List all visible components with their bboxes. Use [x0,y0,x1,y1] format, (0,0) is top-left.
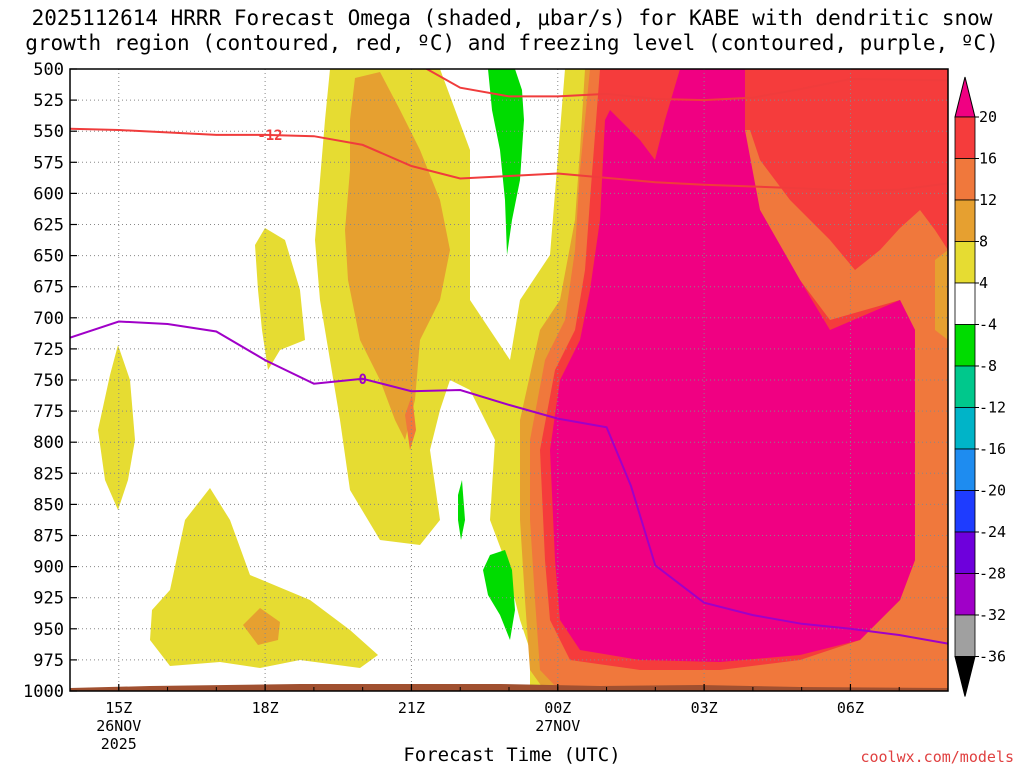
colorbar-label: 16 [979,150,997,168]
omega-area [150,488,378,668]
x-tick-label: 21Z [398,699,425,717]
colorbar-bin [954,365,976,408]
y-tick-label: 650 [33,247,64,267]
y-tick-label: 700 [33,309,64,329]
colorbar-label: -32 [979,606,1006,624]
colorbar-bin [954,573,976,616]
contour-lines: -12 0 [70,69,948,645]
omega-shading [70,69,948,691]
colorbar-bin [954,448,976,491]
omega-area [243,608,280,645]
x-axis-label: Forecast Time (UTC) [403,744,621,766]
x-tick-label: 15Z [105,699,132,717]
colorbar-label: -24 [979,523,1006,541]
colorbar-label: -16 [979,440,1006,458]
y-tick-label: 825 [33,464,64,484]
chart-title: 2025112614 HRRR Forecast Omega (shaded, … [0,6,1024,56]
contour-label: -12 [257,128,282,144]
x-tick-sublabel: 2025 [101,735,137,753]
omega-area [483,550,515,640]
colorbar-bin [954,241,976,284]
y-tick-label: 925 [33,589,64,609]
x-tick-label: 03Z [691,699,718,717]
y-tick-label: 575 [33,153,64,173]
x-tick-label: 18Z [252,699,279,717]
credit-text: coolwx.com/models [860,748,1014,766]
colorbar-bin [954,324,976,367]
colorbar-top-arrow [954,76,976,118]
colorbar-label: -8 [979,357,997,375]
y-tick-label: 975 [33,651,64,671]
colorbar-label: 4 [979,274,988,292]
colorbar-bin [954,407,976,450]
title-line-1: 2025112614 HRRR Forecast Omega (shaded, … [31,6,993,30]
x-tick-sublabel: 27NOV [535,717,580,735]
colorbar-label: -36 [979,648,1006,666]
colorbar-bin [954,614,976,657]
contour-line [70,127,948,192]
x-tick-sublabel: 26NOV [96,717,141,735]
colorbar-bin [954,116,976,159]
y-tick-label: 675 [33,278,64,298]
omega-area [98,345,135,510]
omega-area [550,69,915,662]
colorbar: 20 16 12 8 4 -4 -8 -12 -16 -20 -24 -28 -32 -36 [954,76,1006,697]
x-tick-label: 06Z [837,699,864,717]
y-axis: 500 525 550 575 600 625 650 675 700 725 750 775 800 8… [23,60,77,702]
colorbar-label: -12 [979,399,1006,417]
omega-area [345,72,450,440]
y-tick-label: 525 [33,91,64,111]
title-line-2: growth region (contoured, red, ºC) and f… [25,31,999,55]
colorbar-label: 12 [979,191,997,209]
y-tick-label: 550 [33,122,64,142]
y-tick-label: 800 [33,433,64,453]
x-tick-label: 00Z [544,699,571,717]
y-tick-label: 1000 [23,682,64,702]
y-tick-label: 750 [33,371,64,391]
contour-line [70,320,948,645]
colorbar-bin [954,282,976,325]
colorbar-bin [954,531,976,574]
omega-area [458,480,465,540]
colorbar-bin [954,158,976,201]
omega-area [255,228,305,370]
y-tick-label: 625 [33,216,64,236]
y-tick-label: 900 [33,558,64,578]
colorbar-label: 20 [979,108,997,126]
y-tick-label: 775 [33,402,64,422]
colorbar-bin [954,490,976,533]
colorbar-label: -4 [979,316,997,334]
y-tick-label: 725 [33,340,64,360]
colorbar-label: -28 [979,565,1006,583]
y-tick-label: 500 [33,60,64,80]
colorbar-label: -20 [979,482,1006,500]
contour-line [424,69,948,102]
omega-area [405,395,416,450]
y-tick-label: 950 [33,620,64,640]
contour-label: 0 [358,372,366,388]
colorbar-bin [954,199,976,242]
y-tick-label: 875 [33,527,64,547]
colorbar-bottom-arrow [954,656,976,697]
y-tick-label: 600 [33,184,64,204]
colorbar-label: 8 [979,233,988,251]
y-tick-label: 850 [33,495,64,515]
